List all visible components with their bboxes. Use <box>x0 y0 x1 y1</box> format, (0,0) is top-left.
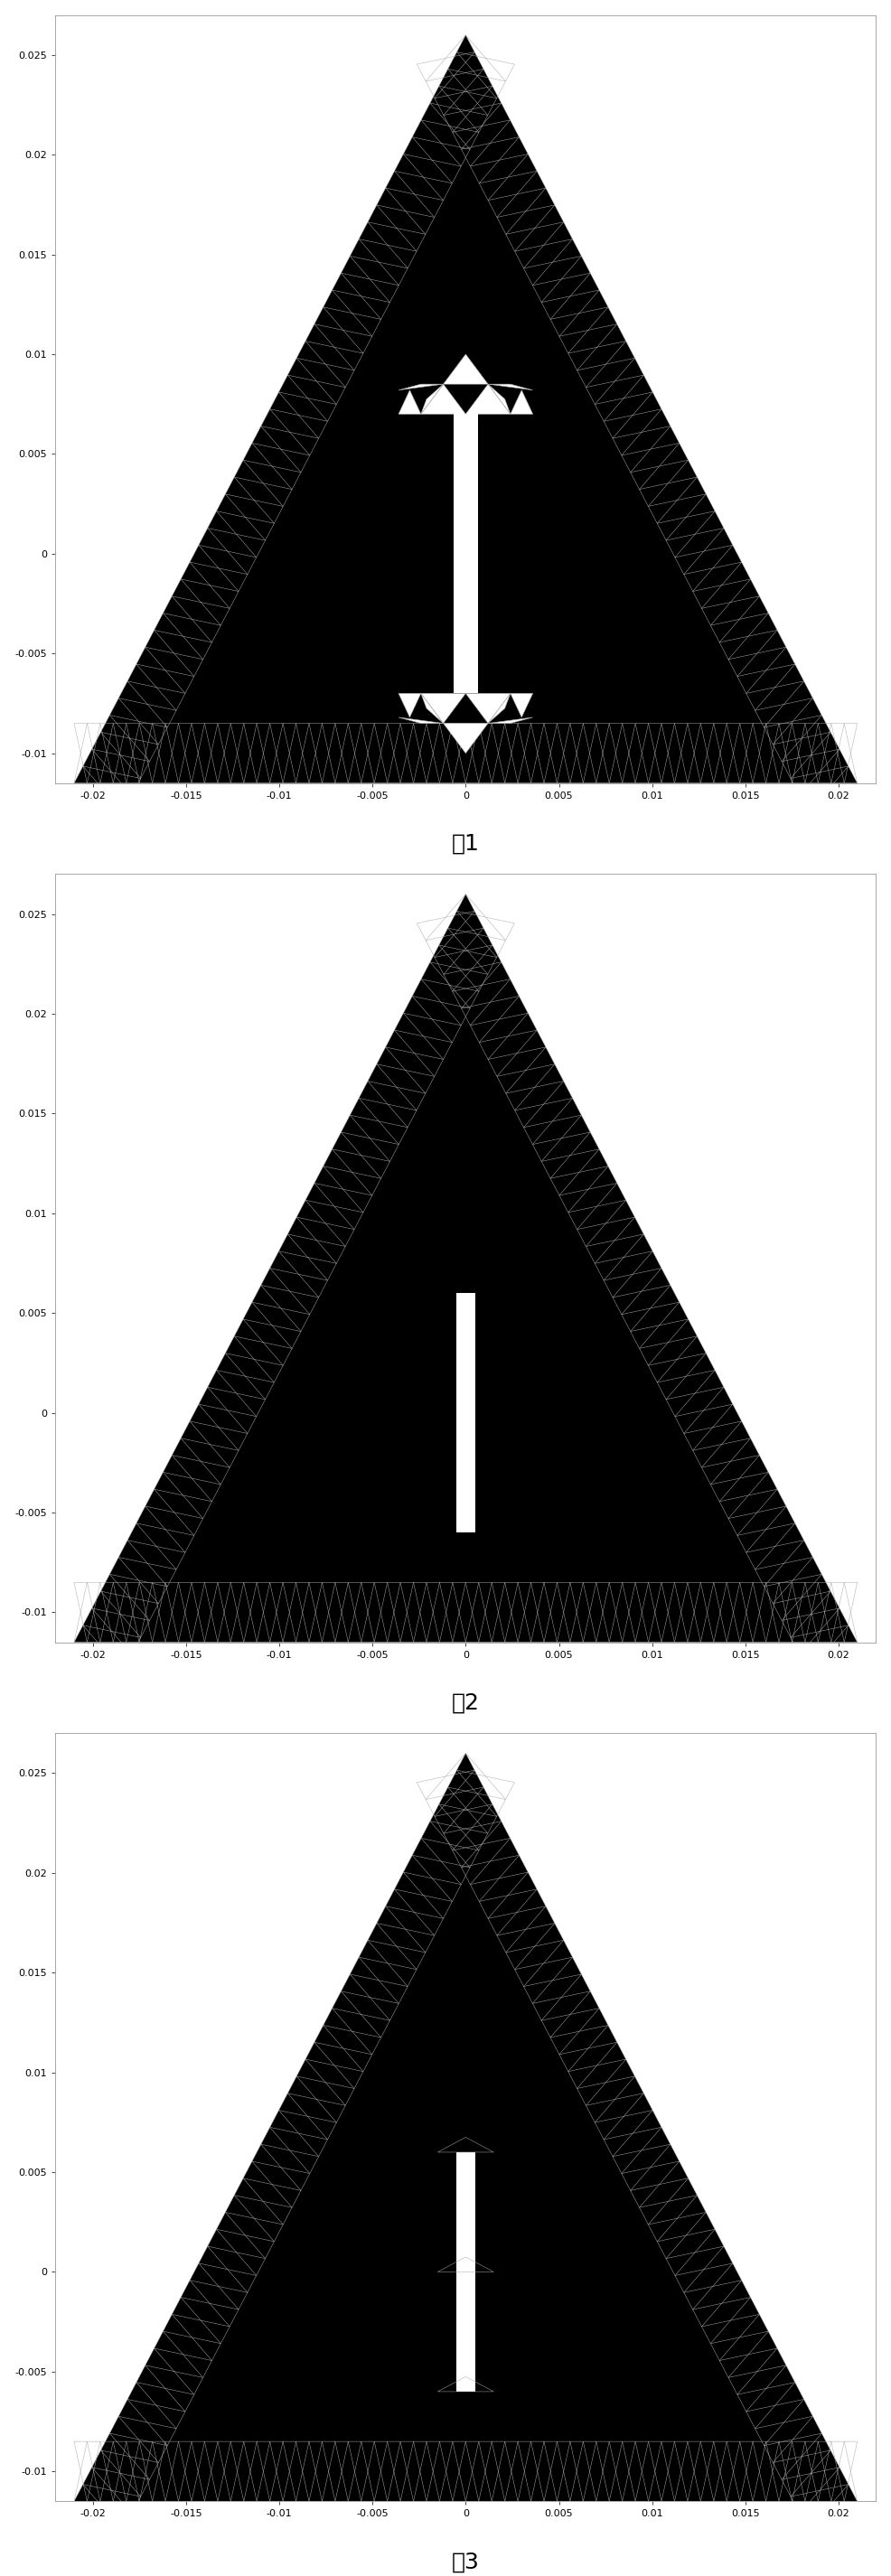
Bar <box>456 1293 475 1533</box>
Polygon shape <box>421 384 466 415</box>
Text: 楓2: 楓2 <box>452 1692 479 1713</box>
Polygon shape <box>421 384 444 415</box>
Polygon shape <box>398 693 421 716</box>
Polygon shape <box>466 693 511 724</box>
Polygon shape <box>421 693 466 724</box>
Bar <box>454 415 478 693</box>
Polygon shape <box>488 716 533 724</box>
Polygon shape <box>74 894 857 1643</box>
Polygon shape <box>74 36 857 783</box>
Polygon shape <box>466 384 511 415</box>
Text: 楓1: 楓1 <box>452 832 479 855</box>
Polygon shape <box>398 716 444 724</box>
Polygon shape <box>421 693 444 724</box>
Polygon shape <box>488 384 511 415</box>
Text: 楓3: 楓3 <box>452 2550 479 2573</box>
Polygon shape <box>511 389 533 415</box>
Polygon shape <box>74 1754 857 2501</box>
Polygon shape <box>488 693 511 724</box>
Bar <box>456 2151 475 2391</box>
Polygon shape <box>488 384 533 389</box>
Polygon shape <box>511 693 533 716</box>
Polygon shape <box>444 355 488 384</box>
Polygon shape <box>444 724 488 752</box>
Polygon shape <box>398 389 421 415</box>
Polygon shape <box>398 384 444 389</box>
